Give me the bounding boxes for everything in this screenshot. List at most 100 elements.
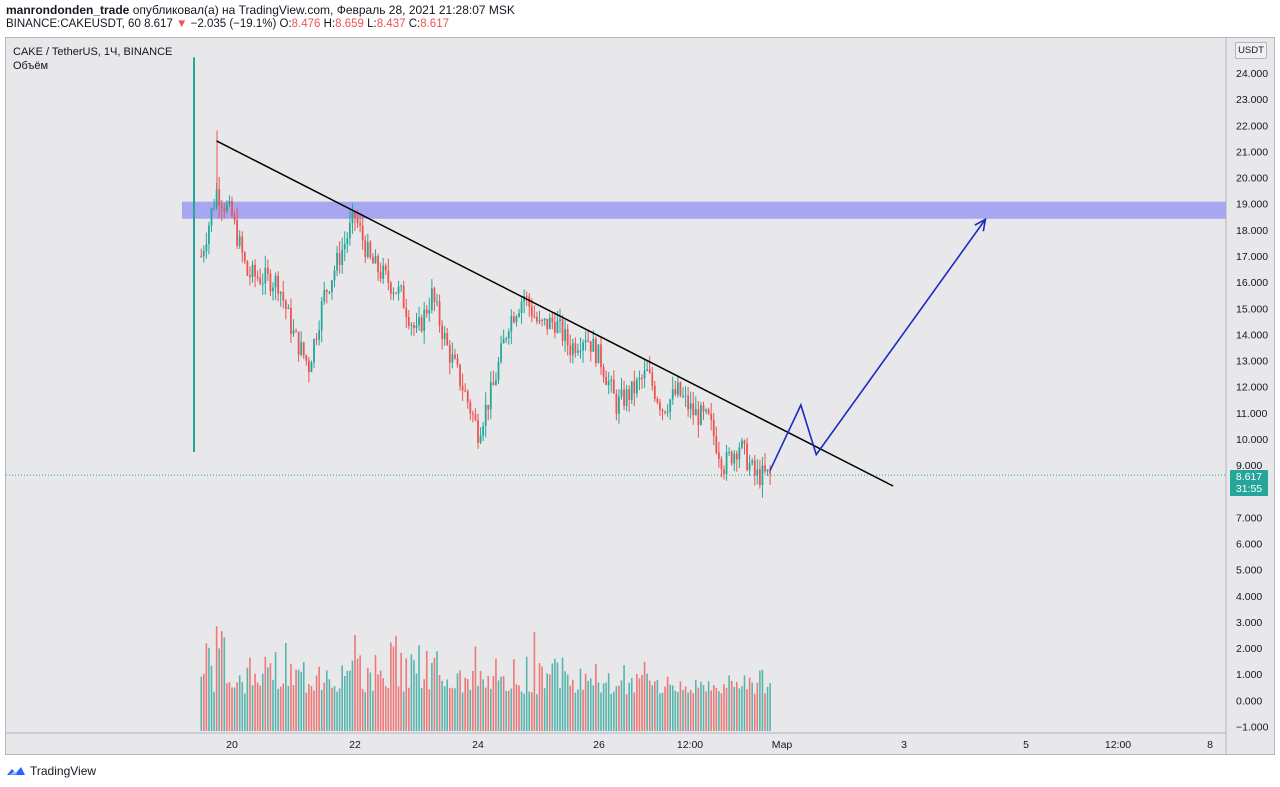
open-value: 8.476 [291,18,321,30]
candle-body [589,341,592,352]
volume-bar [318,666,320,731]
candle-body [720,458,723,470]
volume-bar [741,686,743,731]
candle-body [277,275,280,294]
author-name[interactable]: manrondonden_trade [6,3,130,17]
candle-body [436,301,438,303]
volume-bar [746,689,748,731]
candle-body [630,381,633,400]
volume-bar [433,657,436,731]
volume-bar [623,665,625,731]
volume-bar [656,680,659,731]
legend-title[interactable]: CAKE / TetherUS, 1Ч, BINANCE [13,46,173,58]
volume-bar [338,688,341,731]
volume-bar [479,671,482,731]
candle-body [443,333,446,339]
volume-bar [577,689,579,731]
volume-bar [664,686,666,731]
x-tick-label: 22 [349,739,361,751]
volume-bar [472,670,474,731]
x-tick-label: 24 [472,739,484,751]
candle-body [577,350,579,353]
candle-body [325,290,328,292]
volume-bar [605,682,607,731]
volume-legend[interactable]: Объём [13,60,49,72]
candle-body [459,364,461,387]
volume-bar [446,679,449,731]
volume-bar [515,684,518,731]
volume-bar [264,656,267,731]
candle-body [302,342,305,356]
candle-body [735,453,738,460]
candle-body [425,309,428,314]
volume-bar [402,691,405,731]
candle-body [738,447,741,460]
candle-body [548,317,551,330]
volume-bar [646,673,648,731]
time-axis[interactable]: 20 22 24 26 12:00 Мар 3 5 12:00 8 [6,732,1226,751]
volume-bar [743,675,746,731]
candle-body [269,273,272,292]
volume-bar [507,690,510,731]
candle-body [243,252,246,262]
drawings[interactable] [216,140,987,487]
volume-bar [336,691,338,731]
volume-bar [236,682,238,731]
volume-bar [677,692,679,731]
candle-body [628,389,631,400]
candle-body [387,270,390,283]
candle-body [223,208,226,212]
candle-body [758,469,761,486]
candle-body [451,354,454,363]
volume-bar [297,669,300,731]
volume-bar [718,691,720,731]
price-axis[interactable]: 24.000 23.000 22.000 21.000 20.000 19.000 18.0… [1225,38,1269,755]
volume-bar [620,680,623,731]
x-tick-label: 3 [901,739,907,751]
currency-scale-button[interactable]: USDT [1235,42,1267,59]
volume-bar [625,694,628,731]
volume-bar [502,675,505,731]
volume-bar [420,687,423,731]
volume-bar [738,688,741,731]
candle-body [420,317,423,332]
volume-bar [615,686,618,731]
candle-body [682,395,684,397]
candle-body [633,381,636,394]
candle-body [331,280,333,292]
y-tick-label: 6.000 [1236,539,1262,551]
symbol-info-line: BINANCE:CAKEUSDT, 60 8.617 ▼ −2.035 (−19… [6,18,449,30]
candle-body [315,339,318,341]
candle-body [546,318,549,330]
volume-bar [551,663,554,731]
volume-bar [415,673,418,731]
candle-body [377,256,379,273]
candle-body [418,317,420,326]
candle-body [671,389,674,400]
y-tick-label: 21.000 [1236,146,1268,158]
volume-bar [267,667,269,731]
volume-bar [536,694,538,731]
y-tick-label: 22.000 [1236,120,1268,132]
volume-bar [436,651,438,731]
footer-brand[interactable]: TradingView [30,764,97,778]
candle-body [533,316,536,318]
candle-body [361,225,364,241]
volume-bar [200,676,203,731]
volume-bar [482,679,484,731]
candle-body [651,372,654,386]
y-tick-label: 0.000 [1236,695,1262,707]
volume-bar [705,691,707,731]
candle-body [259,278,262,284]
volume-bar [651,685,654,731]
volume-bar [456,673,459,731]
candle-body [612,379,615,394]
volume-bar [377,674,379,731]
volume-bar [674,690,677,731]
candle-body [287,307,290,309]
volume-bar [715,687,718,731]
candle-body [438,301,441,326]
candle-body [566,329,569,346]
volume-bars [200,626,771,731]
